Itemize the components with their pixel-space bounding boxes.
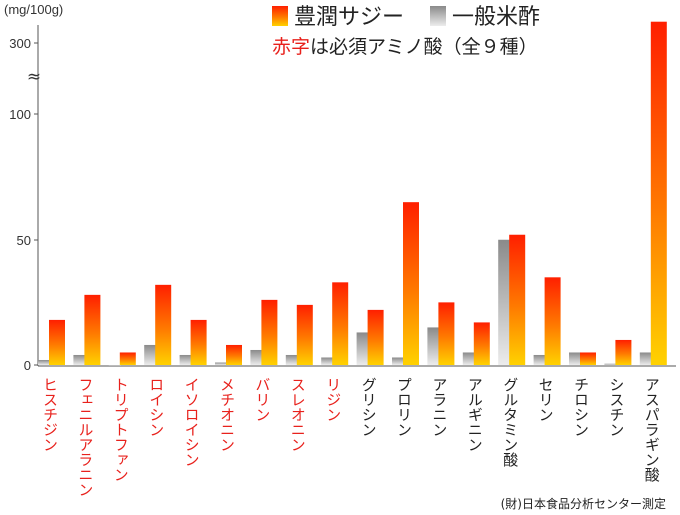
bar-vinegar-0 [38, 360, 50, 365]
bar-vinegar-15 [569, 352, 581, 365]
y-unit-label: (mg/100g) [4, 2, 63, 17]
bar-sea-4 [191, 320, 207, 365]
bar-sea-12 [474, 322, 490, 365]
category-label-0: ヒスチジン [41, 377, 59, 452]
category-label-8: リジン [324, 377, 342, 422]
bar-sea-0 [49, 320, 65, 365]
category-label-17: アスパラギン酸 [643, 377, 661, 482]
category-label-11: アラニン [430, 377, 448, 437]
bar-vinegar-17 [640, 352, 652, 365]
bar-sea-11 [438, 302, 454, 365]
category-label-13: グルタミン酸 [501, 377, 519, 467]
essential-note-red: 赤字 [272, 36, 310, 58]
category-label-5: メチオニン [218, 377, 236, 452]
bar-sea-14 [545, 277, 561, 365]
bar-vinegar-9 [357, 332, 369, 365]
bar-vinegar-12 [463, 352, 475, 365]
bar-sea-17 [651, 22, 667, 365]
bar-sea-6 [261, 300, 277, 365]
bar-vinegar-4 [180, 355, 192, 365]
amino-acid-chart: (mg/100g) 0 50 100 300 ≈ 豊潤サジー 一般米酢 赤字は必… [0, 0, 680, 515]
bar-vinegar-1 [73, 355, 85, 365]
bar-sea-2 [120, 352, 136, 365]
source-note: (財)日本食品分析センター測定 [501, 496, 666, 511]
category-label-2: トリプトファン [112, 377, 130, 482]
bar-vinegar-16 [604, 364, 616, 365]
bar-vinegar-8 [321, 357, 333, 365]
category-label-4: イソロイシン [183, 377, 201, 467]
category-label-9: グリシン [360, 377, 378, 437]
legend-swatch-vinegar [430, 6, 446, 26]
bar-sea-1 [84, 295, 100, 365]
essential-note: 赤字は必須アミノ酸（全９種） [272, 36, 538, 58]
y-tick-label-100: 100 [9, 107, 31, 122]
bar-vinegar-5 [215, 362, 227, 365]
category-labels: ヒスチジン フェニルアラニン トリプトファン ロイシン イソロイシン メチオニン バリン スレ… [41, 377, 661, 497]
bar-sea-5 [226, 345, 242, 365]
bar-sea-8 [332, 282, 348, 365]
axis-break-mark: ≈ [27, 67, 41, 87]
category-label-1: フェニルアラニン [76, 377, 94, 497]
bar-vinegar-3 [144, 345, 156, 365]
bar-sea-13 [509, 235, 525, 365]
bars-group [38, 22, 667, 366]
bar-sea-15 [580, 352, 596, 365]
y-tick-label-50: 50 [17, 233, 31, 248]
bar-vinegar-6 [250, 350, 262, 365]
bar-sea-16 [615, 340, 631, 365]
bar-vinegar-14 [534, 355, 546, 365]
bar-vinegar-10 [392, 357, 404, 365]
category-label-15: チロシン [572, 377, 590, 437]
category-label-7: スレオニン [289, 377, 307, 452]
essential-note-rest: は必須アミノ酸（全９種） [310, 36, 538, 58]
bar-vinegar-11 [427, 327, 439, 365]
category-label-3: ロイシン [147, 377, 165, 437]
category-label-10: プロリン [395, 377, 413, 437]
bar-vinegar-7 [286, 355, 298, 365]
category-label-12: アルギニン [466, 377, 484, 452]
bar-sea-7 [297, 305, 313, 365]
bar-sea-10 [403, 202, 419, 365]
bar-sea-9 [368, 310, 384, 365]
bar-vinegar-13 [498, 240, 510, 365]
legend-swatch-sea [272, 6, 288, 26]
category-label-6: バリン [253, 377, 271, 422]
category-label-14: セリン [537, 377, 555, 422]
y-tick-label-300: 300 [9, 36, 31, 51]
bar-sea-3 [155, 285, 171, 365]
bar-vinegar-2 [109, 365, 121, 366]
legend-label-vinegar: 一般米酢 [452, 5, 540, 30]
y-tick-label-0: 0 [24, 358, 31, 373]
category-label-16: シスチン [607, 377, 625, 437]
legend-label-sea: 豊潤サジー [294, 5, 404, 30]
